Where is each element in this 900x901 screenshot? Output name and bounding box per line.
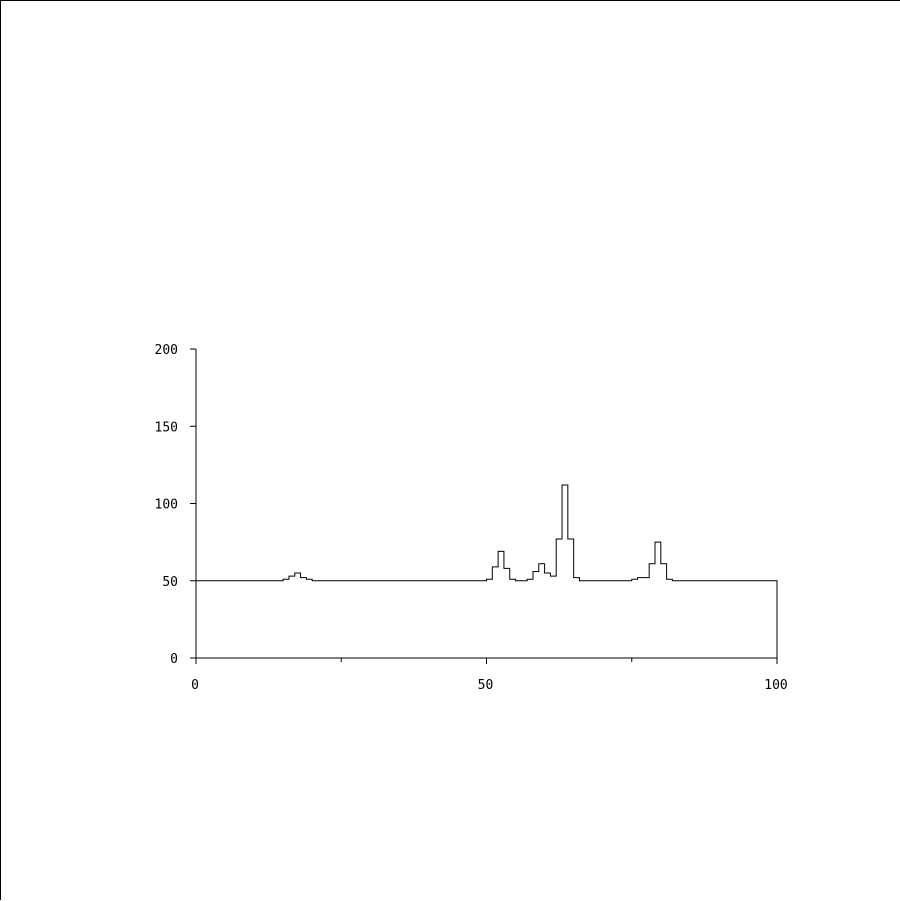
- y-tick-label: 150: [155, 420, 178, 435]
- x-tick-label: 0: [191, 678, 199, 693]
- axes: [195, 349, 777, 659]
- series-layer: [196, 484, 778, 658]
- y-ticks: 0 50 100 150 200: [155, 343, 196, 667]
- y-tick-label: 50: [162, 575, 178, 590]
- x-ticks: 0 50 100: [191, 658, 788, 693]
- y-tick-label: 200: [155, 343, 178, 358]
- y-tick-label: 0: [170, 652, 178, 667]
- x-tick-label: 100: [764, 678, 787, 693]
- x-tick-label: 50: [478, 678, 494, 693]
- y-tick-label: 100: [155, 498, 178, 513]
- series-step-line: [196, 484, 778, 658]
